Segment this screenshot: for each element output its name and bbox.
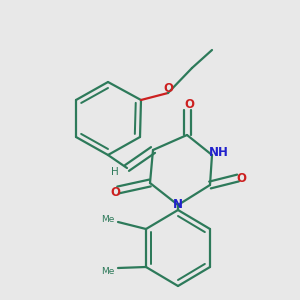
Text: H: H — [111, 167, 119, 177]
Text: O: O — [236, 172, 246, 184]
Text: Me: Me — [100, 266, 114, 275]
Text: O: O — [163, 82, 173, 95]
Text: N: N — [173, 199, 183, 212]
Text: O: O — [110, 187, 120, 200]
Text: NH: NH — [209, 146, 229, 158]
Text: O: O — [184, 98, 194, 110]
Text: Me: Me — [100, 214, 114, 224]
